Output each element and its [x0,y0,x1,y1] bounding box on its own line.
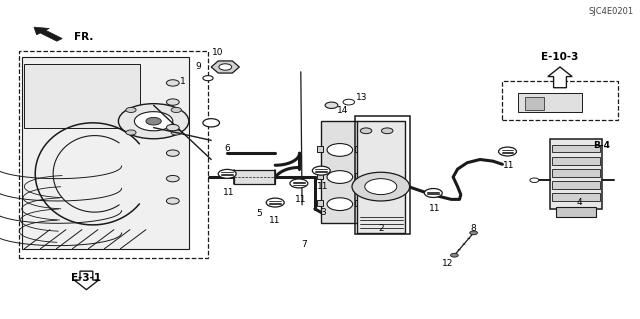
Circle shape [171,108,181,113]
Circle shape [166,150,179,156]
Text: B-4: B-4 [593,141,610,150]
Text: 10: 10 [212,48,223,57]
Circle shape [451,253,458,257]
Circle shape [126,130,136,135]
Circle shape [134,112,173,131]
Text: 9: 9 [196,63,201,71]
Bar [355,146,362,152]
FancyArrow shape [34,27,62,41]
Bar [355,200,362,206]
Circle shape [166,198,179,204]
Text: 11: 11 [269,216,281,225]
Text: 11: 11 [503,161,515,170]
Circle shape [424,189,442,197]
Bar [355,173,362,179]
Circle shape [171,130,181,135]
Bar [317,173,323,179]
Bar [552,181,600,189]
Circle shape [266,198,284,207]
Circle shape [166,175,179,182]
Bar [552,145,600,152]
Circle shape [218,169,236,178]
Bar [556,207,596,217]
Bar [552,157,600,165]
Text: 12: 12 [442,259,454,268]
Circle shape [381,128,393,134]
Bar [355,116,410,234]
Text: E-3-1: E-3-1 [71,273,102,284]
FancyArrow shape [74,271,99,290]
Circle shape [499,147,516,156]
Circle shape [352,172,410,201]
Bar [518,93,582,112]
Circle shape [126,108,136,113]
Text: 11: 11 [223,189,235,197]
Bar [317,146,323,152]
Text: 13: 13 [356,93,367,102]
Circle shape [343,99,355,105]
Bar [552,193,600,201]
Circle shape [327,198,353,211]
Circle shape [365,179,397,195]
Text: SJC4E0201: SJC4E0201 [588,7,634,16]
Text: 2: 2 [378,224,383,233]
Circle shape [166,124,179,131]
Circle shape [327,144,353,156]
Text: FR.: FR. [74,32,93,42]
Circle shape [327,171,353,183]
Text: E-10-3: E-10-3 [541,52,579,63]
Bar [550,139,602,209]
Bar [234,170,275,184]
Bar [552,169,600,177]
Text: 8: 8 [471,224,476,233]
FancyArrow shape [548,67,572,88]
Circle shape [219,64,232,70]
Text: 14: 14 [337,106,348,115]
Text: 7: 7 [301,240,307,249]
Circle shape [166,99,179,105]
Text: 11: 11 [429,204,441,213]
Circle shape [360,128,372,134]
Text: 3: 3 [321,208,326,217]
Circle shape [118,104,189,139]
Circle shape [203,76,213,81]
Circle shape [470,231,477,235]
Circle shape [325,102,338,108]
Bar [525,97,544,110]
Polygon shape [211,61,239,73]
Text: 1: 1 [180,77,185,86]
Bar [357,121,405,233]
Circle shape [312,166,330,175]
Circle shape [290,179,308,188]
Circle shape [530,178,539,182]
Circle shape [146,117,161,125]
Bar [19,51,208,258]
Text: 6: 6 [225,144,230,153]
Circle shape [166,80,179,86]
Bar [502,81,618,120]
Bar [24,64,140,128]
Bar [321,121,358,223]
Circle shape [203,119,220,127]
Text: 5: 5 [257,209,262,218]
Text: 11: 11 [295,195,307,204]
Text: 4: 4 [577,198,582,207]
Bar [317,200,323,206]
Bar [22,57,189,249]
Text: 11: 11 [317,182,329,191]
